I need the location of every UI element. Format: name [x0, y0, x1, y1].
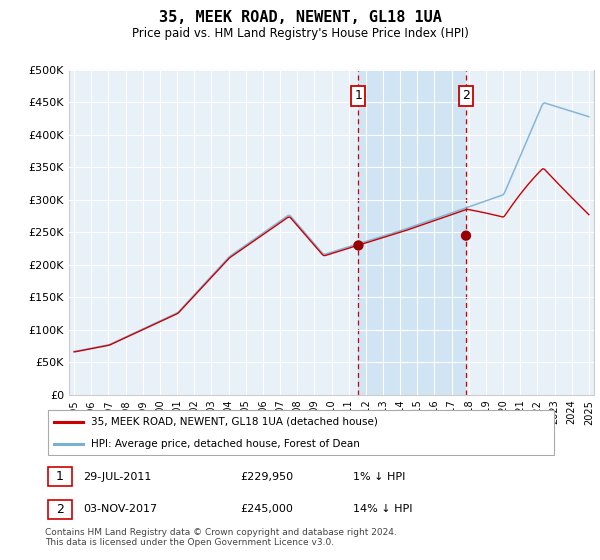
Point — [461, 231, 471, 240]
Text: 1: 1 — [355, 90, 362, 102]
Text: 14% ↓ HPI: 14% ↓ HPI — [353, 505, 412, 515]
Text: 1% ↓ HPI: 1% ↓ HPI — [353, 472, 405, 482]
FancyBboxPatch shape — [47, 500, 72, 519]
Text: Contains HM Land Registry data © Crown copyright and database right 2024.
This d: Contains HM Land Registry data © Crown c… — [45, 528, 397, 547]
Text: 1: 1 — [56, 470, 64, 483]
Text: 29-JUL-2011: 29-JUL-2011 — [83, 472, 152, 482]
Text: 35, MEEK ROAD, NEWENT, GL18 1UA (detached house): 35, MEEK ROAD, NEWENT, GL18 1UA (detache… — [91, 417, 378, 427]
Text: HPI: Average price, detached house, Forest of Dean: HPI: Average price, detached house, Fore… — [91, 438, 360, 449]
Text: Price paid vs. HM Land Registry's House Price Index (HPI): Price paid vs. HM Land Registry's House … — [131, 27, 469, 40]
Text: £245,000: £245,000 — [240, 505, 293, 515]
Text: 2: 2 — [462, 90, 470, 102]
Point — [353, 241, 363, 250]
Bar — [358, 70, 466, 395]
FancyBboxPatch shape — [47, 467, 72, 486]
Text: 2: 2 — [56, 503, 64, 516]
Text: 35, MEEK ROAD, NEWENT, GL18 1UA: 35, MEEK ROAD, NEWENT, GL18 1UA — [158, 10, 442, 25]
Text: 03-NOV-2017: 03-NOV-2017 — [83, 505, 158, 515]
FancyBboxPatch shape — [47, 410, 554, 455]
Text: £229,950: £229,950 — [240, 472, 293, 482]
